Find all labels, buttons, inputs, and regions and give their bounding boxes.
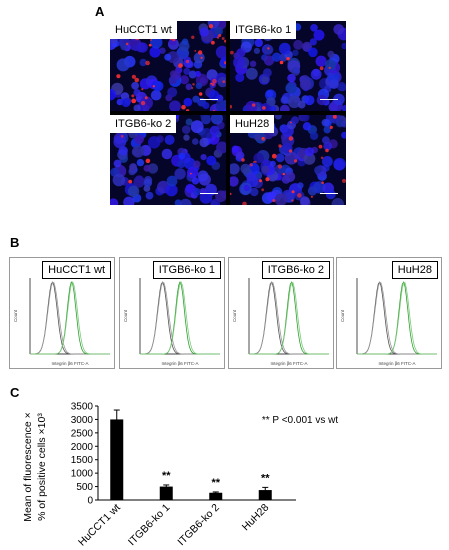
y-tick-label: 3500 [71,402,94,413]
y-axis-label: Count [340,309,345,322]
antibody-curve [140,281,220,355]
fluorescence-image [110,21,226,111]
x-axis-label: Integrin β6 FITC-A [378,361,415,366]
significance-annotation: ** P <0.001 vs wt [262,415,338,426]
x-tick-label: HuCCT1 wt [76,502,123,549]
isotype-curve [357,281,437,355]
y-axis-label-line1: Mean of fluorescence × [22,412,34,521]
x-axis-label: Integrin β6 FITC-A [161,361,198,366]
y-tick-label: 2000 [71,442,94,453]
significance-mark: ** [162,470,171,482]
antibody-curve [357,281,437,355]
micrograph-label: ITGB6-ko 2 [110,115,177,133]
histogram-plot: Integrin β6 FITC-A Count [13,278,110,366]
nuclei-layer [110,115,226,205]
isotype-curve [357,281,437,355]
histogram-plot: Integrin β6 FITC-A Count [340,278,437,366]
y-tick-label: 0 [87,496,93,507]
bar-chart: Mean of fluorescence × % of positive cel… [22,402,338,549]
scale-bar [200,193,218,194]
x-tick-label: HuH28 [240,502,272,534]
bar [209,492,223,500]
y-tick-label: 3000 [71,415,94,426]
x-axis-label: Integrin β6 FITC-A [270,361,307,366]
flow-panel-ko1: Integrin β6 FITC-A Count ITGB6-ko 1 [119,257,225,369]
significance-mark: ** [211,477,220,489]
nuclei-layer [110,21,226,111]
micrograph-label: HuH28 [230,115,275,133]
micrograph-ko2: ITGB6-ko 2 [110,115,226,205]
significance-mark: ** [261,472,270,484]
flow-label: ITGB6-ko 1 [152,261,221,279]
y-tick-label: 1500 [71,455,94,466]
antibody-curve [249,282,329,355]
flow-panel-hucct1: Integrin β6 FITC-A Count HuCCT1 wt [9,257,115,369]
antibody-curve [357,282,437,355]
antibody-curve [249,281,329,355]
fluorescence-image [230,21,346,111]
x-tick-label: ITGB6-ko 2 [175,502,222,549]
micrograph-label: HuCCT1 wt [110,21,177,39]
antibody-curve [30,281,110,355]
scale-bar [200,99,218,100]
y-tick-label: 2500 [71,428,94,439]
nuclei-layer [230,21,346,111]
flow-panel-huh28: Integrin β6 FITC-A Count HuH28 [336,257,442,369]
bar [258,490,272,500]
x-tick-label: ITGB6-ko 1 [126,502,173,549]
micrograph-grid: HuCCT1 wt ITGB6-ko 1 ITGB6-ko 2 HuH28 [110,21,346,205]
micrograph-huh28: HuH28 [230,115,346,205]
y-tick-label: 1000 [71,469,94,480]
antibody-curve [140,280,220,355]
y-axis-label: Count [232,309,237,322]
y-tick-label: 500 [76,482,93,493]
scale-bar [320,99,338,100]
flow-label: HuH28 [391,261,438,279]
flow-label: HuCCT1 wt [42,261,111,279]
micrograph-ko1: ITGB6-ko 1 [230,21,346,111]
stain-layer [230,47,331,110]
isotype-curve [140,281,220,355]
panel-a-letter: A [95,4,105,19]
micrograph-hucct1: HuCCT1 wt [110,21,226,111]
micrograph-label: ITGB6-ko 1 [230,21,297,39]
flow-panel-ko2: Integrin β6 FITC-A Count ITGB6-ko 2 [228,257,334,369]
flow-cytometry-row: Integrin β6 FITC-A Count HuCCT1 wt Integr… [9,257,442,369]
bar [159,486,173,500]
x-axis-label: Integrin β6 FITC-A [51,361,88,366]
isotype-curve [140,281,220,355]
flow-label: ITGB6-ko 2 [261,261,330,279]
bar [110,419,124,500]
y-axis-label: Count [13,309,18,322]
panel-c-letter: C [10,385,20,400]
histogram-plot: Integrin β6 FITC-A Count [123,278,220,366]
scale-bar [320,193,338,194]
histogram-plot: Integrin β6 FITC-A Count [232,278,329,366]
panel-b-letter: B [10,235,20,250]
y-axis-label-line2: % of positive cells ×10³ [36,413,48,521]
y-axis-label: Count [123,309,128,322]
